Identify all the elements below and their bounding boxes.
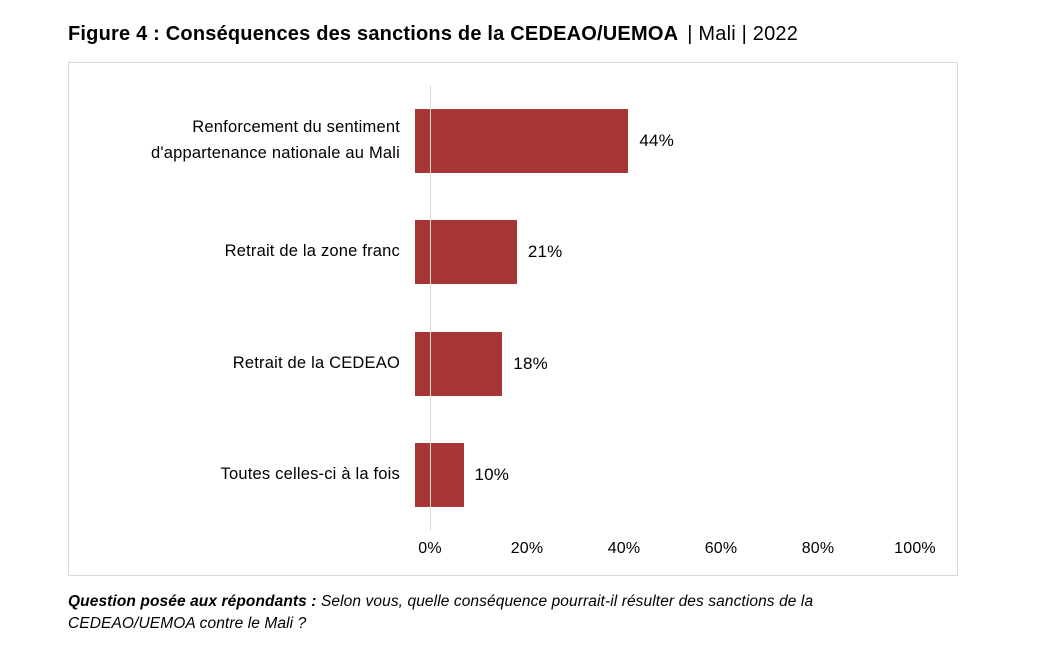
footnote-text: Selon vous, quelle conséquence pourrait-… bbox=[68, 593, 814, 633]
chart-area: Renforcement du sentiment d'appartenance… bbox=[68, 62, 958, 576]
y-axis-line bbox=[430, 85, 431, 531]
x-tick: 20% bbox=[510, 540, 544, 557]
bar bbox=[415, 108, 629, 173]
value-label: 44% bbox=[639, 130, 675, 150]
bar-rows: Renforcement du sentiment d'appartenance… bbox=[69, 85, 957, 531]
bar-row: Toutes celles-ci à la fois 10% bbox=[69, 420, 957, 532]
bar-track: 10% bbox=[415, 443, 900, 508]
x-tick: 60% bbox=[704, 540, 738, 557]
figure-title: Figure 4 : Conséquences des sanctions de… bbox=[68, 23, 798, 46]
bar-row: Retrait de la CEDEAO 18% bbox=[69, 308, 957, 420]
value-label: 21% bbox=[527, 242, 563, 262]
bar-track: 21% bbox=[415, 220, 900, 285]
category-label: Renforcement du sentiment d'appartenance… bbox=[151, 118, 400, 162]
figure-title-context: | Mali | 2022 bbox=[687, 23, 799, 45]
value-label: 18% bbox=[513, 353, 548, 373]
bar-track: 44% bbox=[415, 108, 900, 173]
footnote-label: Question posée aux répondants : bbox=[68, 593, 317, 610]
category-label: Toutes celles-ci à la fois bbox=[220, 465, 400, 484]
x-axis-ticks: 0% 20% 40% 60% 80% 100% bbox=[418, 540, 935, 566]
bar bbox=[415, 331, 503, 396]
bar-track: 18% bbox=[415, 331, 900, 396]
x-tick: 0% bbox=[418, 540, 442, 557]
bar bbox=[415, 443, 464, 508]
category-label: Retrait de la CEDEAO bbox=[232, 353, 400, 372]
figure-title-main: Figure 4 : Conséquences des sanctions de… bbox=[68, 23, 679, 45]
bar bbox=[415, 220, 517, 285]
bar-row: Renforcement du sentiment d'appartenance… bbox=[69, 85, 957, 197]
x-tick: 40% bbox=[607, 540, 641, 557]
value-label: 10% bbox=[474, 465, 510, 485]
footnote: Question posée aux répondants : Selon vo… bbox=[68, 591, 962, 636]
category-label: Retrait de la zone franc bbox=[224, 242, 400, 261]
bar-row: Retrait de la zone franc 21% bbox=[69, 197, 957, 309]
x-tick: 100% bbox=[894, 540, 936, 557]
x-tick: 80% bbox=[801, 540, 835, 557]
